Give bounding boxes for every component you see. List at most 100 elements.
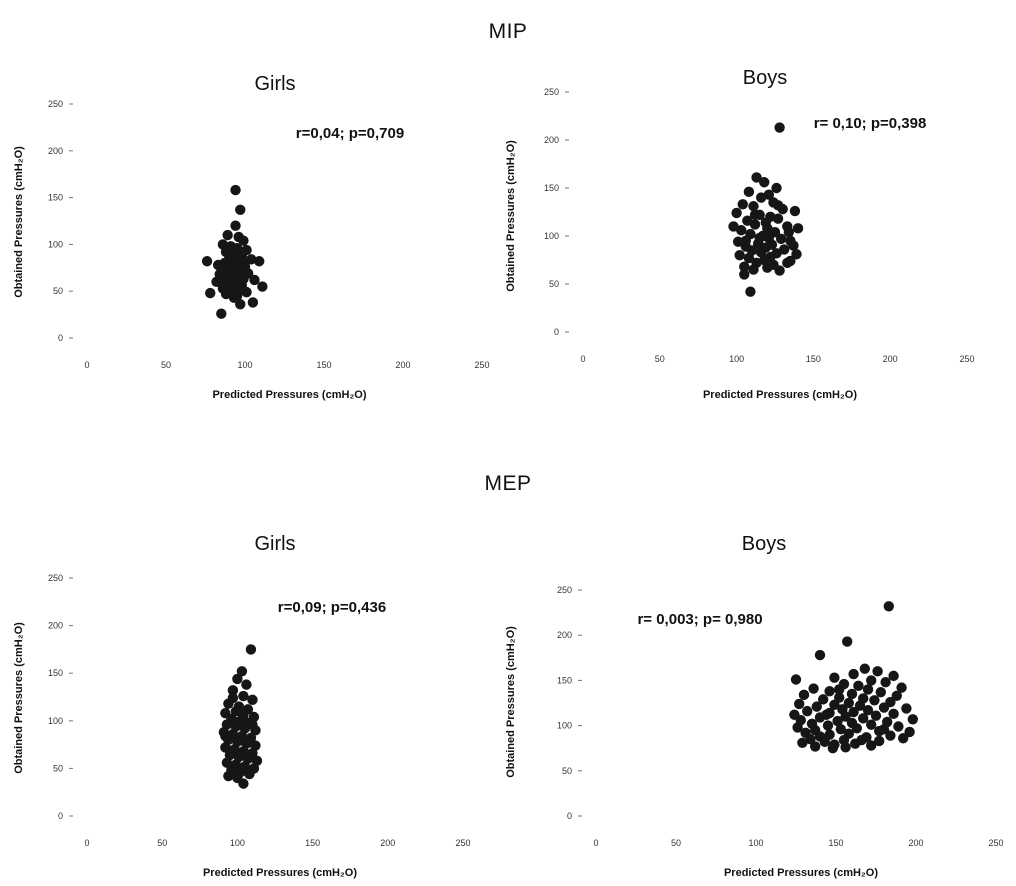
data-point: [249, 274, 260, 286]
x-tick-label: 200: [380, 838, 395, 848]
mep-boys-chart: Boys 0 50 100 150 200 250 0 50 100 150 200 250 Obtain…: [505, 533, 1004, 879]
x-tick-label: 0: [593, 838, 598, 848]
data-point: [219, 278, 230, 289]
data-point: [227, 242, 238, 254]
data-point: [740, 235, 752, 246]
y-tick-label: 100: [557, 721, 572, 731]
data-point: [239, 265, 251, 276]
data-point: [235, 204, 246, 215]
data-point: [818, 694, 829, 705]
data-point: [896, 682, 907, 693]
data-point: [829, 699, 840, 711]
data-point: [743, 252, 755, 264]
x-tick-label: 50: [655, 354, 665, 364]
y-tick-label: 200: [48, 146, 63, 156]
data-point: [227, 685, 239, 696]
correlation-annotation: r= 0,10; p=0,398: [814, 115, 927, 132]
data-point: [221, 757, 233, 768]
data-point: [883, 601, 894, 612]
y-tick-label: 250: [544, 87, 559, 97]
y-axis-label: Obtained Pressures (cmH₂O): [13, 146, 25, 298]
x-tick-label: 0: [84, 838, 89, 848]
mip-boys-chart: Boys 0 50 100 150 200 250 0 50 100 150 200 250 Obtain…: [505, 67, 975, 401]
mep-section-title: MEP: [484, 472, 532, 495]
data-point: [748, 264, 759, 275]
y-tick-label: 50: [562, 766, 572, 776]
data-point: [792, 722, 803, 733]
data-point: [236, 666, 248, 677]
data-point: [222, 267, 233, 278]
panel-title: Girls: [254, 533, 295, 555]
data-point: [791, 249, 802, 260]
data-point: [880, 677, 891, 688]
data-point: [223, 770, 234, 782]
data-point: [853, 680, 864, 692]
data-point: [762, 262, 773, 273]
data-point: [734, 250, 745, 261]
data-point: [751, 172, 762, 183]
data-point: [230, 184, 241, 196]
x-axis-label: Predicted Pressures (cmH₂O): [724, 867, 878, 879]
data-point: [878, 702, 890, 713]
x-tick-label: 100: [237, 360, 252, 370]
y-tick-label: 150: [557, 675, 572, 685]
data-point: [235, 299, 246, 310]
data-point: [238, 778, 249, 789]
data-point: [888, 670, 899, 682]
data-point: [851, 723, 862, 734]
x-tick-label: 250: [455, 838, 470, 848]
y-tick-label: 150: [48, 193, 63, 203]
y-axis-label: Obtained Pressures (cmH₂O): [505, 626, 517, 778]
x-tick-label: 150: [828, 838, 843, 848]
y-tick-label: 200: [48, 621, 63, 631]
x-tick-label: 150: [316, 360, 331, 370]
data-point: [802, 705, 813, 717]
data-point: [749, 209, 761, 221]
data-point: [232, 673, 243, 685]
data-point: [749, 219, 761, 230]
x-axis-label: Predicted Pressures (cmH₂O): [203, 867, 357, 879]
data-point: [754, 232, 765, 244]
y-tick-label: 200: [544, 135, 559, 145]
data-point: [246, 254, 257, 265]
data-point: [771, 182, 782, 194]
data-point: [859, 663, 870, 674]
data-point: [228, 292, 240, 303]
y-tick-label: 250: [48, 573, 63, 583]
data-point: [797, 737, 808, 748]
data-point: [822, 720, 834, 731]
x-tick-label: 100: [748, 838, 763, 848]
data-point: [238, 690, 249, 702]
data-point: [743, 186, 755, 198]
data-point: [810, 741, 821, 752]
data-point: [220, 288, 232, 300]
data-point: [257, 281, 268, 292]
data-point: [247, 719, 258, 730]
data-point: [742, 215, 753, 226]
x-tick-label: 200: [908, 838, 923, 848]
data-point: [858, 713, 869, 724]
data-point: [748, 201, 759, 212]
x-axis-label: Predicted Pressures (cmH₂O): [212, 389, 366, 401]
data-point: [854, 700, 866, 711]
correlation-annotation: r= 0,003; p= 0,980: [637, 611, 762, 628]
x-tick-label: 100: [729, 354, 744, 364]
data-point: [904, 726, 915, 738]
data-point: [856, 734, 867, 746]
data-point: [211, 276, 222, 288]
data-point: [832, 715, 843, 727]
data-point: [224, 254, 235, 265]
data-point: [774, 265, 785, 276]
panel-title: Boys: [743, 67, 787, 89]
data-point: [245, 644, 257, 655]
data-point: [247, 694, 258, 706]
y-tick-label: 0: [567, 811, 572, 821]
data-point: [216, 308, 227, 319]
y-tick-label: 50: [53, 763, 63, 773]
data-point: [875, 686, 886, 698]
panel-title: Girls: [254, 73, 295, 95]
data-point: [866, 675, 877, 686]
data-point: [885, 730, 896, 741]
data-point: [755, 192, 767, 203]
data-point: [866, 719, 877, 730]
